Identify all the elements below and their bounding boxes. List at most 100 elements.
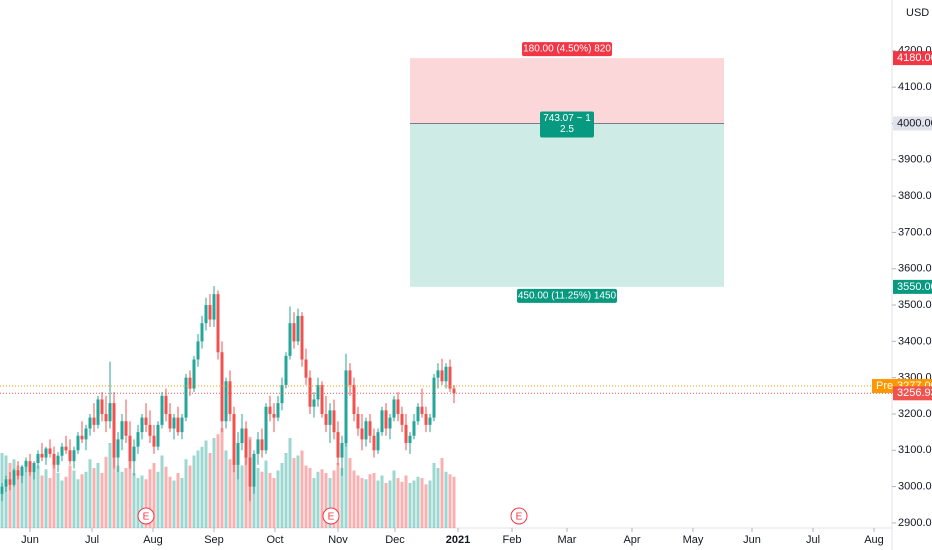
x-tick-label: Jun (743, 534, 761, 546)
candle-body (100, 399, 104, 414)
candle-body (32, 462, 36, 473)
volume-bar (356, 475, 360, 528)
candle-body (256, 439, 260, 454)
volume-bar (276, 470, 280, 528)
candle-body (68, 450, 72, 462)
pre-label: Pre (876, 380, 893, 392)
volume-bar (304, 465, 308, 528)
candle-body (76, 435, 80, 451)
volume-bar (324, 473, 328, 528)
volume-bar (220, 428, 224, 528)
candle-body (404, 424, 408, 444)
candle-body (244, 428, 248, 458)
volume-bar (148, 469, 152, 528)
candle-body (216, 294, 220, 353)
volume-bar (200, 446, 204, 528)
candle-body (364, 421, 368, 440)
candle-body (204, 305, 208, 324)
entry-price-label: 4000.00 (897, 117, 932, 129)
volume-bar (444, 471, 448, 528)
volume-bar (364, 479, 368, 528)
volume-bar (232, 445, 236, 528)
candle-body (344, 370, 348, 444)
target-label-box (517, 288, 617, 303)
volume-bar (404, 475, 408, 528)
plot-layer: 180.00 (4.50%) 820 743.07 ~ 12.5 450.00 (1… (0, 42, 724, 528)
candle-body (24, 461, 28, 467)
candle-body (272, 413, 276, 418)
volume-bar (12, 459, 16, 528)
earnings-label: E (328, 512, 335, 523)
candle-body (72, 450, 76, 462)
target-label: 450.00 (11.25%) 1450 (518, 291, 617, 302)
volume-bar (240, 465, 244, 528)
volume-bar (412, 480, 416, 528)
volume-bar (116, 465, 120, 528)
candle-body (240, 428, 244, 444)
volume-bar (180, 478, 184, 528)
volume-bar (384, 483, 388, 528)
candle-body (168, 413, 172, 429)
last-price-label-box (893, 386, 932, 401)
candle-body (300, 315, 304, 360)
volume-bar (8, 463, 12, 528)
candle-body (356, 413, 360, 429)
candle-body (452, 388, 456, 394)
volume-bar (288, 438, 292, 528)
volume-bar (20, 468, 24, 528)
volume-bar (68, 465, 72, 528)
volume-bar (32, 471, 36, 528)
volume-bar (260, 471, 264, 528)
volume-bar (176, 473, 180, 528)
volume-bar (236, 455, 240, 528)
volume-bar (316, 471, 320, 528)
candle-body (332, 410, 336, 433)
candle-body (372, 435, 376, 451)
volume-bar (372, 473, 376, 528)
candle-body (64, 446, 68, 451)
volume-bar (368, 474, 372, 528)
candle-body (232, 413, 236, 465)
x-tick-label: Aug (143, 534, 163, 546)
volume-bar (400, 481, 404, 528)
volume-bar (72, 470, 76, 528)
candle-body (144, 417, 148, 425)
volume-bar (208, 453, 212, 528)
candle-body (308, 377, 312, 407)
volume-bar (96, 463, 100, 528)
volume-bar (328, 478, 332, 528)
target-price-label-box (893, 279, 932, 294)
candle-body (184, 377, 188, 418)
candle-body (392, 399, 396, 418)
volume-bar (196, 450, 200, 528)
volume-bar (436, 468, 440, 528)
candle-body (440, 370, 444, 382)
x-tick-label: Jul (806, 534, 820, 546)
volume-bar (56, 473, 60, 528)
volume-bar (76, 479, 80, 528)
candle-body (172, 417, 176, 429)
y-tick-label: 3600.00 (898, 263, 932, 275)
candle-body (228, 381, 232, 414)
y-tick-label: 3500.00 (898, 299, 932, 311)
candle-body (8, 479, 12, 485)
candle-body (340, 443, 344, 458)
candle-body (360, 428, 364, 440)
candle-body (196, 341, 200, 360)
x-tick-label: Jul (85, 534, 99, 546)
y-tick-label: 3900.00 (898, 154, 932, 166)
volume-bar (380, 475, 384, 528)
candle-body (120, 421, 124, 440)
candle-body (260, 439, 264, 451)
candle-body (416, 406, 420, 422)
volume-bar (104, 456, 108, 528)
volume-bar (336, 463, 340, 528)
volume-bar (28, 470, 32, 528)
x-tick-label: Nov (328, 534, 348, 546)
volume-bar (424, 484, 428, 528)
volume-bar (124, 468, 128, 528)
volume-bar (352, 470, 356, 528)
x-tick-label: Oct (266, 534, 283, 546)
volume-bar (184, 459, 188, 528)
